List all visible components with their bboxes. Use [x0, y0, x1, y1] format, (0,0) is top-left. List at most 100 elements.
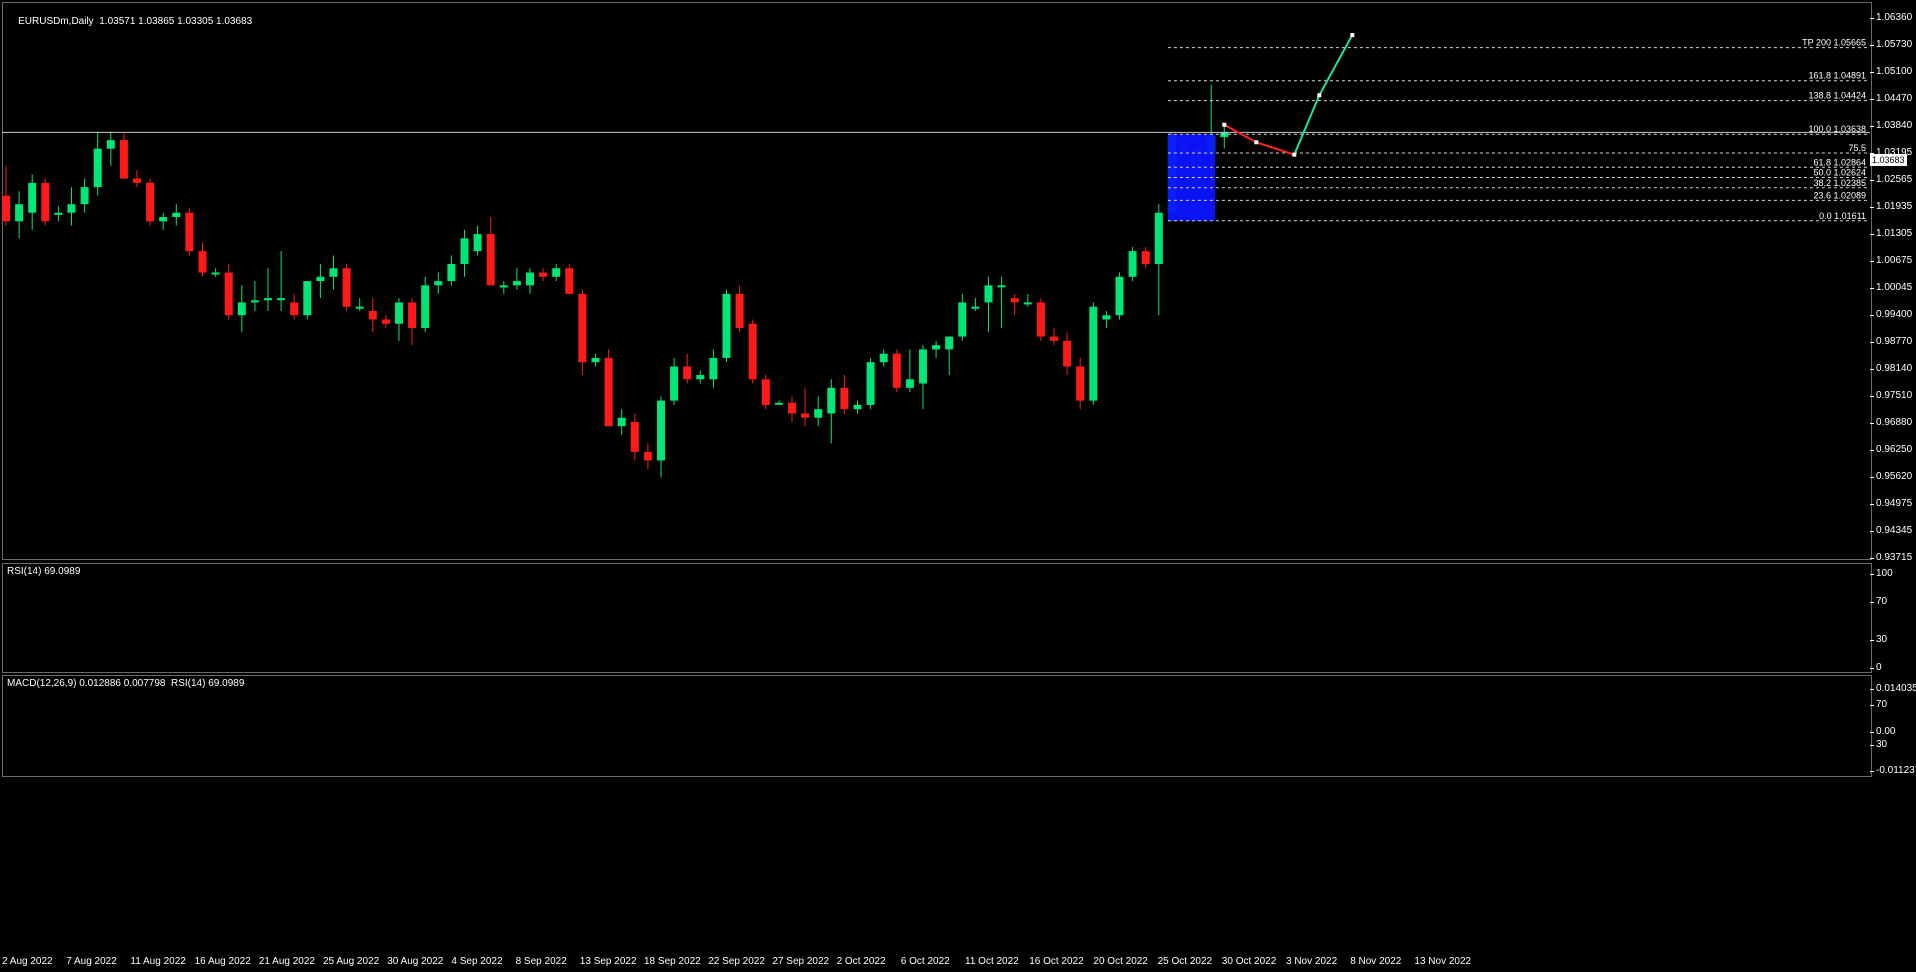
candle-body [997, 285, 1006, 288]
price-tick: 0.96880 [1869, 416, 1913, 428]
candle-body [774, 402, 783, 405]
candle-body [879, 353, 888, 363]
projection-point [1292, 152, 1297, 157]
candle-body [670, 366, 679, 401]
price-tick: 0.99400 [1869, 309, 1913, 321]
candle-body [368, 310, 377, 320]
candle-body [958, 302, 967, 337]
candle-body [499, 285, 508, 288]
fib-level-label: 61.8 1.02864 [1813, 157, 1866, 167]
candle-body [565, 268, 574, 294]
price-tick: 0.98770 [1869, 336, 1913, 348]
candle-body [604, 357, 613, 427]
candle-body [277, 298, 286, 301]
candle-body [748, 323, 757, 380]
rsi-tick: 30 [1869, 633, 1888, 645]
price-tick: 1.00675 [1869, 254, 1913, 266]
chart-header-label: EURUSDm,Daily 1.03571 1.03865 1.03305 1.… [7, 5, 252, 38]
price-tick: 1.00045 [1869, 281, 1913, 293]
macd-axis: 0.014035 70 0.00 30 -0.011237 [1869, 675, 1916, 777]
price-axis: 1.06360 1.05730 1.05100 1.04470 1.03840 1.031… [1869, 2, 1916, 563]
candle-body [814, 409, 823, 418]
fib-level-label: 138.8 1.04424 [1808, 91, 1866, 101]
date-label: 16 Aug 2022 [194, 956, 251, 967]
date-label: 7 Aug 2022 [66, 956, 117, 967]
date-label: 11 Aug 2022 [130, 956, 186, 967]
candle-body [198, 251, 207, 273]
candle-body [2, 195, 10, 222]
candle-body [473, 234, 482, 252]
date-label: 13 Nov 2022 [1414, 956, 1472, 967]
current-price-box: 1.03683 [1870, 154, 1907, 166]
fib-level-label: 23.6 1.02089 [1813, 190, 1866, 200]
fib-level-label: 75.5 [1848, 143, 1866, 153]
rsi-panel[interactable]: RSI(14) 69.0989 [2, 563, 1872, 673]
candle-body [250, 300, 259, 303]
candle-body [447, 263, 456, 282]
candle-body [434, 281, 443, 286]
candle-body [630, 421, 639, 452]
date-label: 21 Aug 2022 [258, 956, 315, 967]
candle-body [932, 345, 941, 350]
date-label: 16 Oct 2022 [1029, 956, 1084, 967]
candle-body [512, 281, 521, 286]
candle-body [172, 212, 181, 218]
price-tick: 0.97510 [1869, 389, 1913, 401]
projection-point [1317, 93, 1322, 98]
price-tick: 0.94975 [1869, 498, 1913, 510]
price-tick: 1.04470 [1869, 92, 1913, 104]
candle-body [93, 148, 102, 188]
candle-body [211, 272, 220, 275]
candle-body [421, 285, 430, 329]
date-label: 2 Oct 2022 [836, 956, 886, 967]
date-label: 2 Aug 2022 [2, 956, 53, 967]
candle-body [617, 417, 626, 427]
candle-body [329, 268, 338, 277]
candle-body [342, 268, 351, 307]
candle-body [408, 302, 417, 329]
candle-body [1063, 340, 1072, 367]
candle-body [146, 182, 155, 222]
price-tick: 0.95620 [1869, 470, 1913, 482]
candle-body [709, 357, 718, 380]
macd-tick: 0.00 [1869, 726, 1896, 737]
date-label: 3 Nov 2022 [1286, 956, 1338, 967]
candle-body [316, 276, 325, 282]
projection-point [1222, 122, 1227, 127]
candle-body [381, 319, 390, 324]
date-label: 8 Nov 2022 [1350, 956, 1402, 967]
candle-body [119, 140, 128, 179]
candle-body [801, 413, 810, 418]
price-tick: 1.03840 [1869, 119, 1913, 131]
candle-body [41, 182, 50, 222]
candle-body [1023, 302, 1032, 305]
candle-body [643, 451, 652, 461]
rsi-tick: 70 [1869, 596, 1888, 608]
date-label: 6 Oct 2022 [900, 956, 950, 967]
candle-body [486, 234, 495, 286]
price-chart-panel[interactable]: EURUSDm,Daily 1.03571 1.03865 1.03305 1.… [2, 2, 1872, 560]
date-label: 18 Sep 2022 [644, 956, 701, 967]
date-label: 8 Sep 2022 [515, 956, 567, 967]
candle-body [290, 302, 299, 316]
macd-tick: 70 [1869, 699, 1888, 710]
candle-body [722, 293, 731, 358]
date-label: 25 Oct 2022 [1157, 956, 1213, 967]
candle-body [1050, 336, 1058, 341]
candle-body [80, 187, 89, 205]
macd-panel[interactable]: MACD(12,26,9) 0.012886 0.007798 RSI(14) … [2, 675, 1872, 777]
ohlc-values: 1.03571 1.03865 1.03305 1.03683 [99, 16, 253, 27]
candle-body [303, 281, 312, 316]
candle-body [696, 375, 705, 380]
candle-body [1089, 306, 1098, 401]
candle-body [539, 272, 548, 277]
candle-body [866, 362, 875, 405]
projection-up-line [1293, 34, 1354, 156]
candle-body [133, 178, 141, 183]
candle-body [905, 379, 914, 388]
candle-body [578, 293, 587, 363]
candle-body [15, 204, 24, 222]
fib-level-label: TP 200 1.05665 [1802, 38, 1866, 48]
macd-label: MACD(12,26,9) 0.012886 0.007798 RSI(14) … [7, 678, 245, 689]
candle-body [1010, 298, 1019, 303]
